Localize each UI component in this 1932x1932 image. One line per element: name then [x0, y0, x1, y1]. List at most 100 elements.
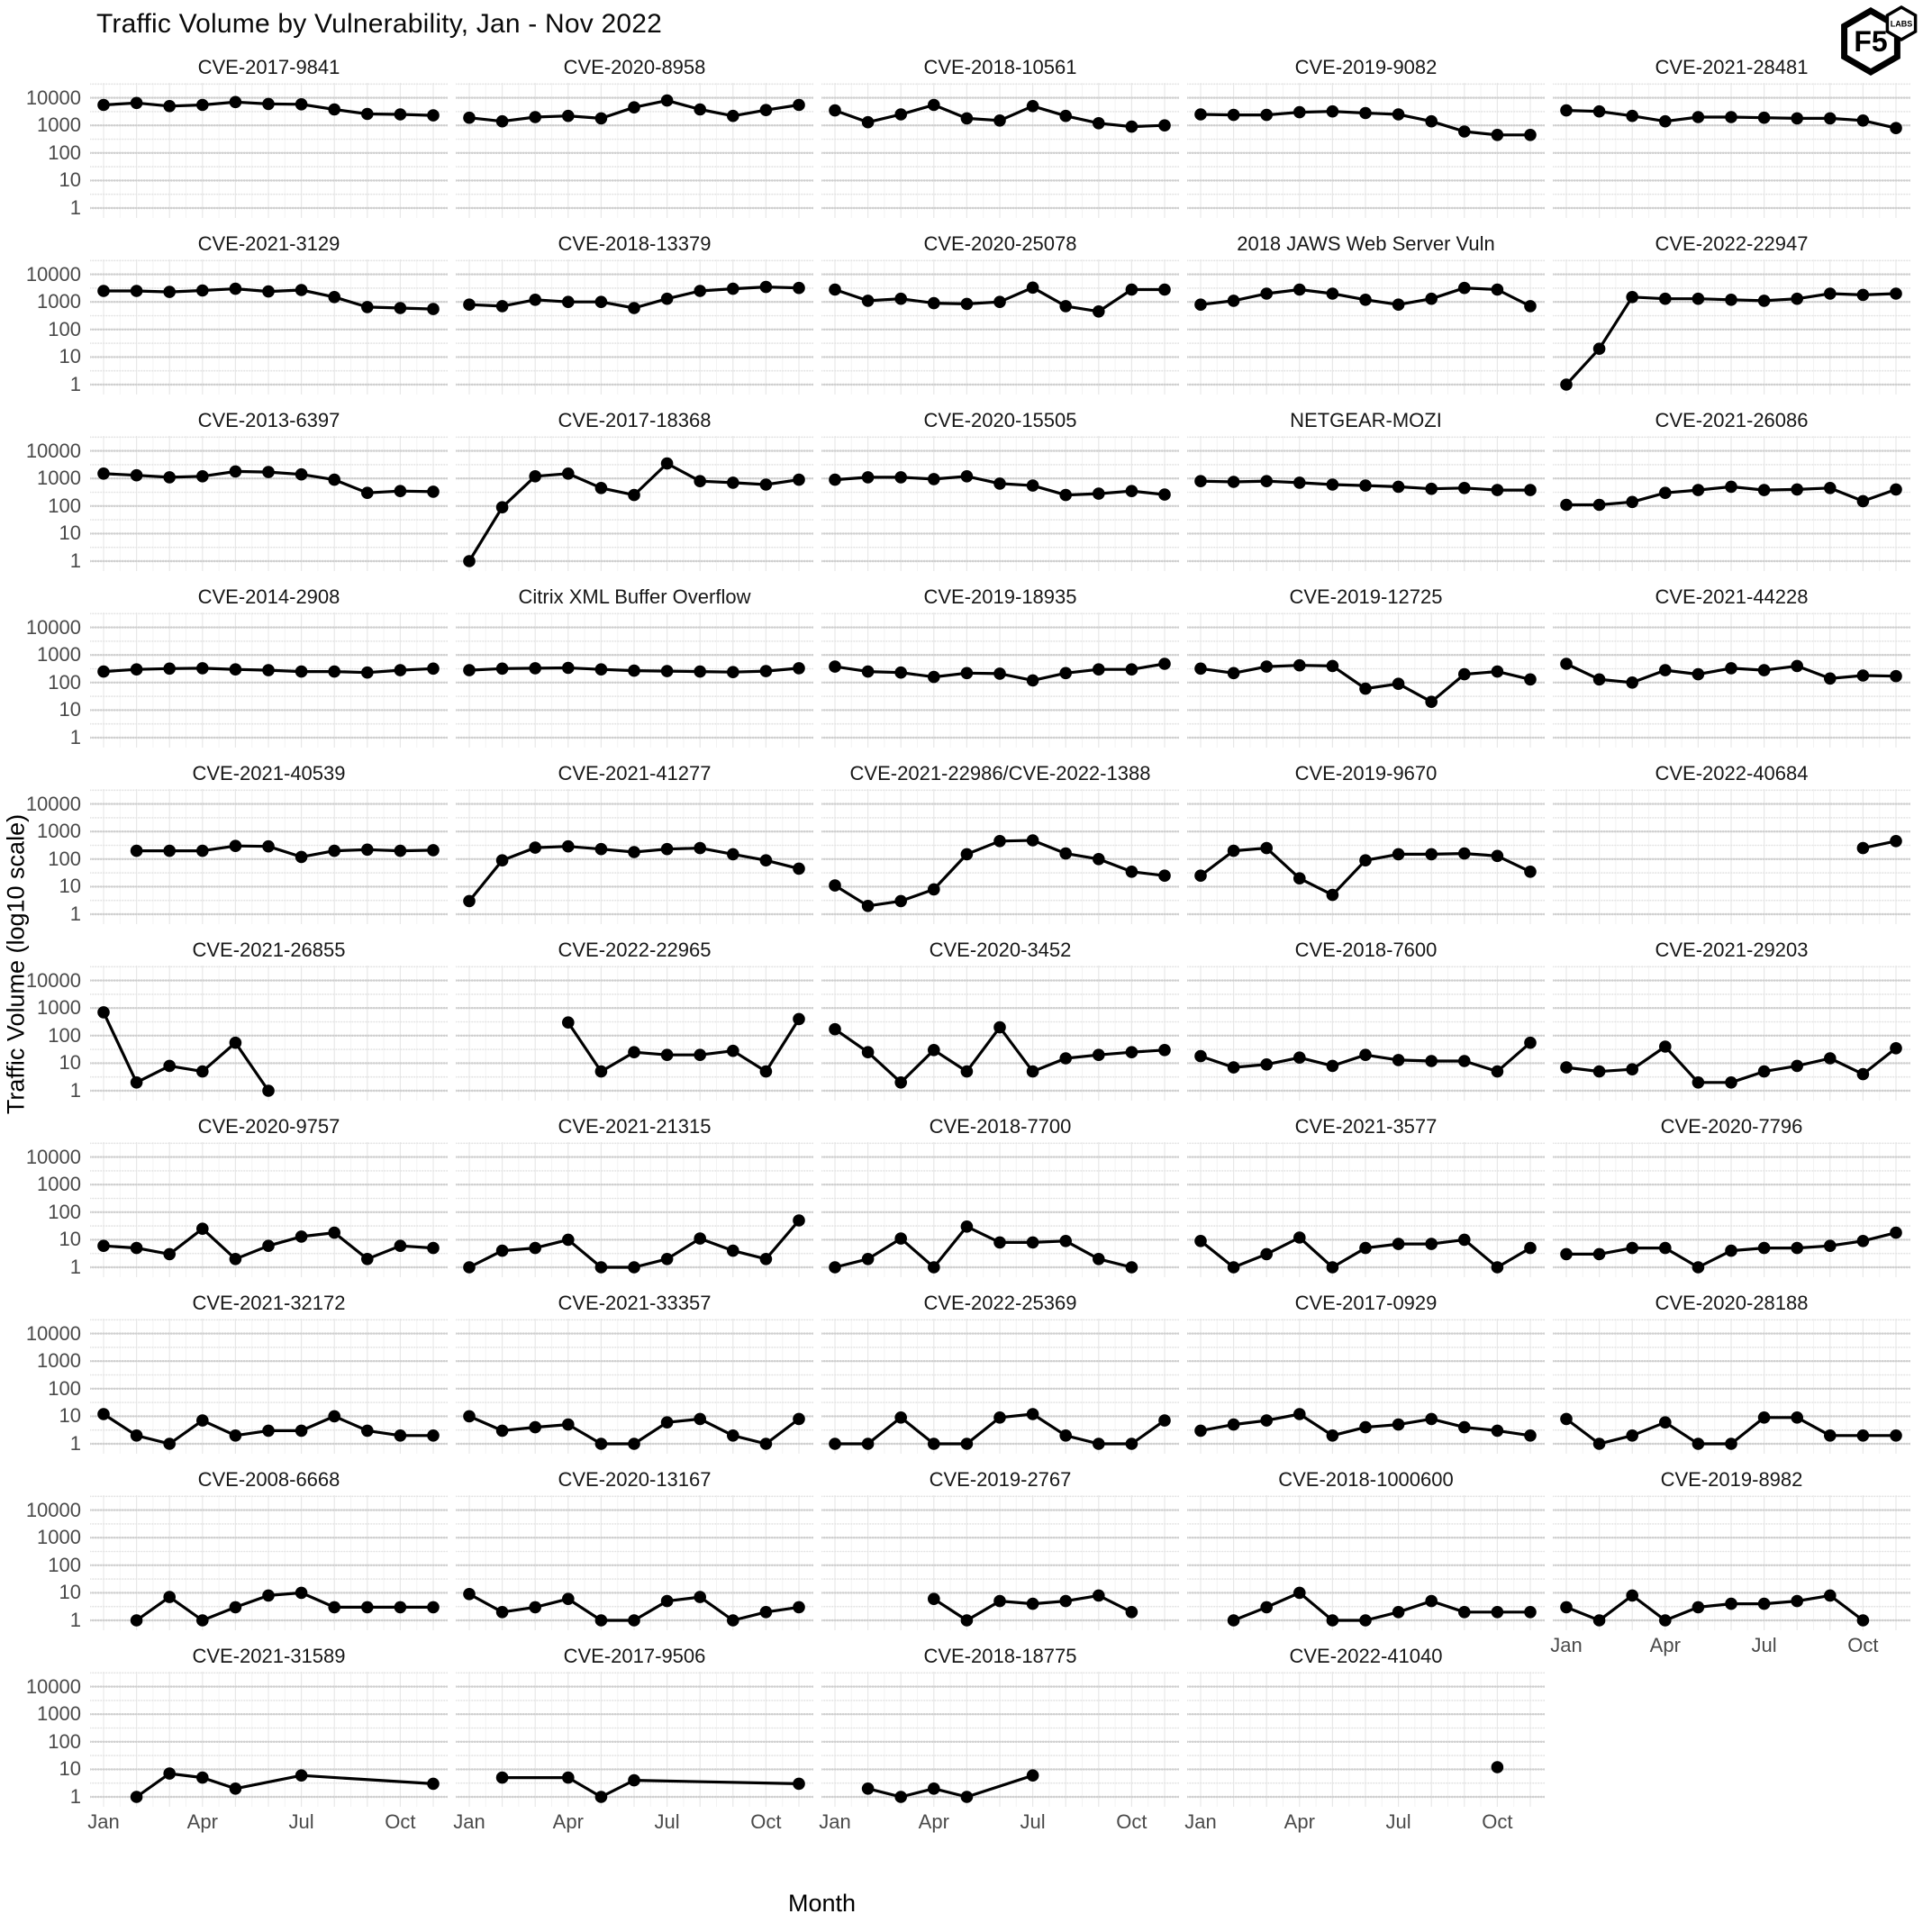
- data-point: [1856, 841, 1870, 855]
- data-point: [196, 98, 209, 112]
- data-point: [1125, 283, 1138, 296]
- facet-title: 2018 JAWS Web Server Vuln: [1237, 232, 1495, 255]
- data-point: [1659, 1416, 1672, 1429]
- facet-title: CVE-2021-33357: [558, 1292, 712, 1314]
- facet: CVE-2017-0929: [1187, 1292, 1545, 1454]
- data-point: [993, 1236, 1006, 1249]
- data-point: [1659, 114, 1672, 128]
- y-tick-label: 10: [59, 345, 81, 368]
- data-point: [1059, 1235, 1072, 1247]
- facet-row: 10000 1000 100 10 1 CVE-2017-9841 CVE-2020-895…: [7, 56, 1918, 219]
- data-point: [1392, 1238, 1405, 1250]
- x-tick-label: Oct: [1482, 1810, 1513, 1833]
- data-point: [1059, 488, 1072, 502]
- page-title: Traffic Volume by Vulnerability, Jan - N…: [96, 9, 663, 39]
- facet-panel: [1553, 612, 1910, 748]
- facet: CVE-2021-22986/CVE-2022-1388: [821, 762, 1179, 924]
- data-point: [262, 664, 275, 676]
- facet-panel: [456, 1142, 813, 1277]
- data-point: [694, 475, 706, 487]
- facet-title: CVE-2021-41277: [558, 762, 712, 785]
- data-point: [1026, 1597, 1039, 1610]
- data-point: [1194, 869, 1207, 882]
- data-point: [97, 285, 110, 297]
- facet-panel: [821, 789, 1179, 924]
- data-point: [759, 1065, 773, 1078]
- data-point: [1194, 1235, 1207, 1247]
- facet-panel: [90, 1319, 448, 1454]
- data-point: [495, 854, 509, 866]
- data-point: [1491, 283, 1504, 296]
- facet: CVE-2017-9841: [90, 56, 448, 218]
- facet-title: CVE-2020-28188: [1655, 1292, 1809, 1314]
- data-point: [1158, 869, 1171, 882]
- y-tick-label: 1: [69, 903, 81, 925]
- facet: CVE-2021-3129: [90, 232, 448, 395]
- data-point: [928, 1044, 940, 1057]
- data-point: [495, 662, 509, 676]
- data-point: [993, 835, 1006, 848]
- data-point: [427, 303, 440, 315]
- facet-panel: [90, 436, 448, 571]
- data-point: [1491, 665, 1504, 678]
- data-point: [295, 850, 308, 864]
- data-point: [394, 1239, 407, 1252]
- y-tick-label: 1: [69, 1079, 81, 1102]
- facet-panel: [821, 1142, 1179, 1277]
- data-point: [1194, 1049, 1207, 1063]
- data-point: [97, 1006, 110, 1019]
- data-point: [660, 292, 674, 305]
- data-point: [727, 1044, 739, 1057]
- data-point: [628, 302, 640, 314]
- facet-title: CVE-2018-1000600: [1278, 1468, 1454, 1491]
- data-point: [594, 1438, 608, 1450]
- data-point: [1791, 483, 1803, 496]
- facet-panel: [821, 1495, 1179, 1630]
- data-point: [1026, 674, 1039, 687]
- data-point: [1425, 1238, 1438, 1250]
- data-point: [97, 1408, 110, 1420]
- data-point: [1824, 287, 1837, 300]
- data-point: [1026, 834, 1039, 847]
- facet: CVE-2022-22947: [1553, 232, 1910, 395]
- facet-row: 10000 1000 100 10 1 CVE-2021-3129 CVE-2018-133…: [7, 232, 1918, 395]
- data-point: [727, 1429, 739, 1442]
- data-point: [628, 101, 640, 113]
- data-point: [1626, 1063, 1638, 1075]
- data-point: [894, 666, 907, 679]
- data-point: [196, 662, 209, 675]
- data-point: [1059, 667, 1072, 680]
- data-point: [1458, 1055, 1471, 1067]
- data-point: [660, 1416, 674, 1429]
- data-point: [130, 468, 143, 482]
- data-point: [1458, 1233, 1471, 1247]
- data-point: [727, 848, 739, 861]
- data-point: [130, 844, 143, 857]
- data-point: [163, 1591, 176, 1603]
- facet-title: CVE-2014-2908: [197, 585, 340, 608]
- data-point: [529, 662, 541, 675]
- data-point: [427, 109, 440, 122]
- facet-panel: [456, 436, 813, 571]
- data-point: [759, 1253, 773, 1265]
- data-point: [628, 1438, 640, 1450]
- facet: CVE-2008-6668: [90, 1468, 448, 1630]
- facet: Citrix XML Buffer Overflow: [456, 585, 813, 748]
- data-point: [694, 841, 706, 855]
- data-point: [1227, 1061, 1240, 1074]
- data-point: [1392, 1418, 1405, 1431]
- data-point: [196, 470, 209, 483]
- data-point: [1626, 109, 1638, 122]
- data-point: [394, 664, 407, 676]
- x-tick-label: Jul: [1020, 1810, 1046, 1833]
- data-point: [1293, 1408, 1306, 1420]
- facet-title: CVE-2021-28481: [1655, 56, 1809, 78]
- data-point: [97, 98, 110, 112]
- data-point: [1692, 484, 1705, 496]
- facet-title: CVE-2021-40539: [192, 762, 346, 785]
- x-axis-label: Month: [787, 1890, 857, 1917]
- data-point: [495, 1424, 509, 1438]
- data-point: [1458, 125, 1471, 138]
- y-tick-label: 1: [69, 1785, 81, 1808]
- data-point: [1260, 1414, 1273, 1427]
